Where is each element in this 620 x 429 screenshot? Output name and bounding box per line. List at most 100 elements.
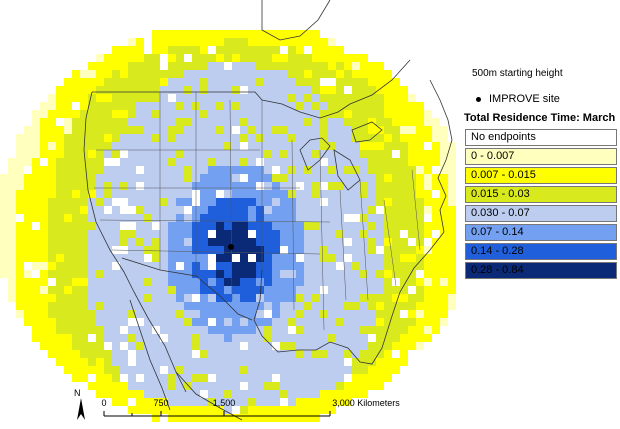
grid-cell <box>208 134 216 142</box>
grid-cell <box>216 46 224 54</box>
grid-cell <box>96 214 104 222</box>
grid-cell <box>216 126 224 134</box>
grid-cell <box>48 310 56 318</box>
grid-cell <box>176 70 184 78</box>
grid-cell <box>312 302 320 310</box>
grid-cell <box>328 94 336 102</box>
grid-cell <box>16 222 24 230</box>
grid-cell <box>88 238 96 246</box>
grid-cell <box>224 238 232 246</box>
grid-cell <box>272 110 280 118</box>
grid-cell <box>144 142 152 150</box>
grid-cell <box>288 222 296 230</box>
grid-cell <box>112 230 120 238</box>
grid-cell <box>424 182 432 190</box>
grid-cell <box>200 142 208 150</box>
grid-cell <box>328 126 336 134</box>
grid-cell <box>48 118 56 126</box>
grid-cell <box>72 206 80 214</box>
grid-cell <box>432 134 440 142</box>
grid-cell <box>232 286 240 294</box>
grid-cell <box>216 102 224 110</box>
grid-cell <box>72 334 80 342</box>
grid-cell <box>32 238 40 246</box>
grid-cell <box>104 206 112 214</box>
grid-cell <box>72 246 80 254</box>
grid-cell <box>280 86 288 94</box>
grid-cell <box>448 142 456 150</box>
grid-cell <box>376 118 384 126</box>
grid-cell <box>240 206 248 214</box>
grid-cell <box>56 358 64 366</box>
grid-cell <box>336 182 344 190</box>
grid-cell <box>408 110 416 118</box>
grid-cell <box>440 238 448 246</box>
grid-cell <box>208 414 216 422</box>
grid-cell <box>440 302 448 310</box>
grid-cell <box>56 158 64 166</box>
scale-label-1500: 1,500 <box>212 398 236 408</box>
grid-cell <box>320 190 328 198</box>
grid-cell <box>120 326 128 334</box>
grid-cell <box>72 78 80 86</box>
grid-cell <box>320 334 328 342</box>
grid-cell <box>112 86 120 94</box>
grid-cell <box>104 286 112 294</box>
grid-cell <box>168 278 176 286</box>
grid-cell <box>392 254 400 262</box>
grid-cell <box>240 222 248 230</box>
grid-cell <box>96 110 104 118</box>
grid-cell <box>384 158 392 166</box>
grid-cell <box>360 222 368 230</box>
grid-cell <box>88 270 96 278</box>
grid-cell <box>400 278 408 286</box>
grid-cell <box>224 46 232 54</box>
grid-cell <box>136 406 144 414</box>
grid-cell <box>96 62 104 70</box>
grid-cell <box>344 54 352 62</box>
grid-cell <box>376 246 384 254</box>
grid-cell <box>360 142 368 150</box>
state-lines <box>94 92 421 331</box>
grid-cell <box>368 246 376 254</box>
grid-cell <box>232 326 240 334</box>
grid-cell <box>224 382 232 390</box>
grid-cell <box>192 318 200 326</box>
grid-cell <box>248 158 256 166</box>
grid-cell <box>56 342 64 350</box>
grid-cell <box>296 30 304 38</box>
grid-cell <box>400 94 408 102</box>
grid-cell <box>120 342 128 350</box>
grid-cell <box>408 254 416 262</box>
hudson-bay <box>261 0 331 41</box>
grid-cell <box>176 270 184 278</box>
grid-cell <box>208 238 216 246</box>
grid-cell <box>200 150 208 158</box>
grid-cell <box>384 334 392 342</box>
grid-cell <box>216 246 224 254</box>
grid-cell <box>64 142 72 150</box>
improve-site-marker[interactable] <box>228 244 234 250</box>
grid-cell <box>328 174 336 182</box>
grid-cell <box>256 126 264 134</box>
grid-cell <box>176 326 184 334</box>
grid-cell <box>200 54 208 62</box>
grid-cell <box>408 142 416 150</box>
grid-cell <box>56 110 64 118</box>
grid-cell <box>416 206 424 214</box>
grid-cell <box>208 270 216 278</box>
grid-cell <box>384 110 392 118</box>
grid-cell <box>160 206 168 214</box>
grid-cell <box>48 126 56 134</box>
grid-cell <box>336 358 344 366</box>
grid-cell <box>360 118 368 126</box>
grid-cell <box>232 238 240 246</box>
grid-cell <box>112 110 120 118</box>
grid-cell <box>352 118 360 126</box>
grid-cell <box>112 54 120 62</box>
grid-cell <box>112 238 120 246</box>
grid-cell <box>248 142 256 150</box>
grid-cell <box>400 118 408 126</box>
grid-cell <box>168 390 176 398</box>
grid-cell <box>248 62 256 70</box>
